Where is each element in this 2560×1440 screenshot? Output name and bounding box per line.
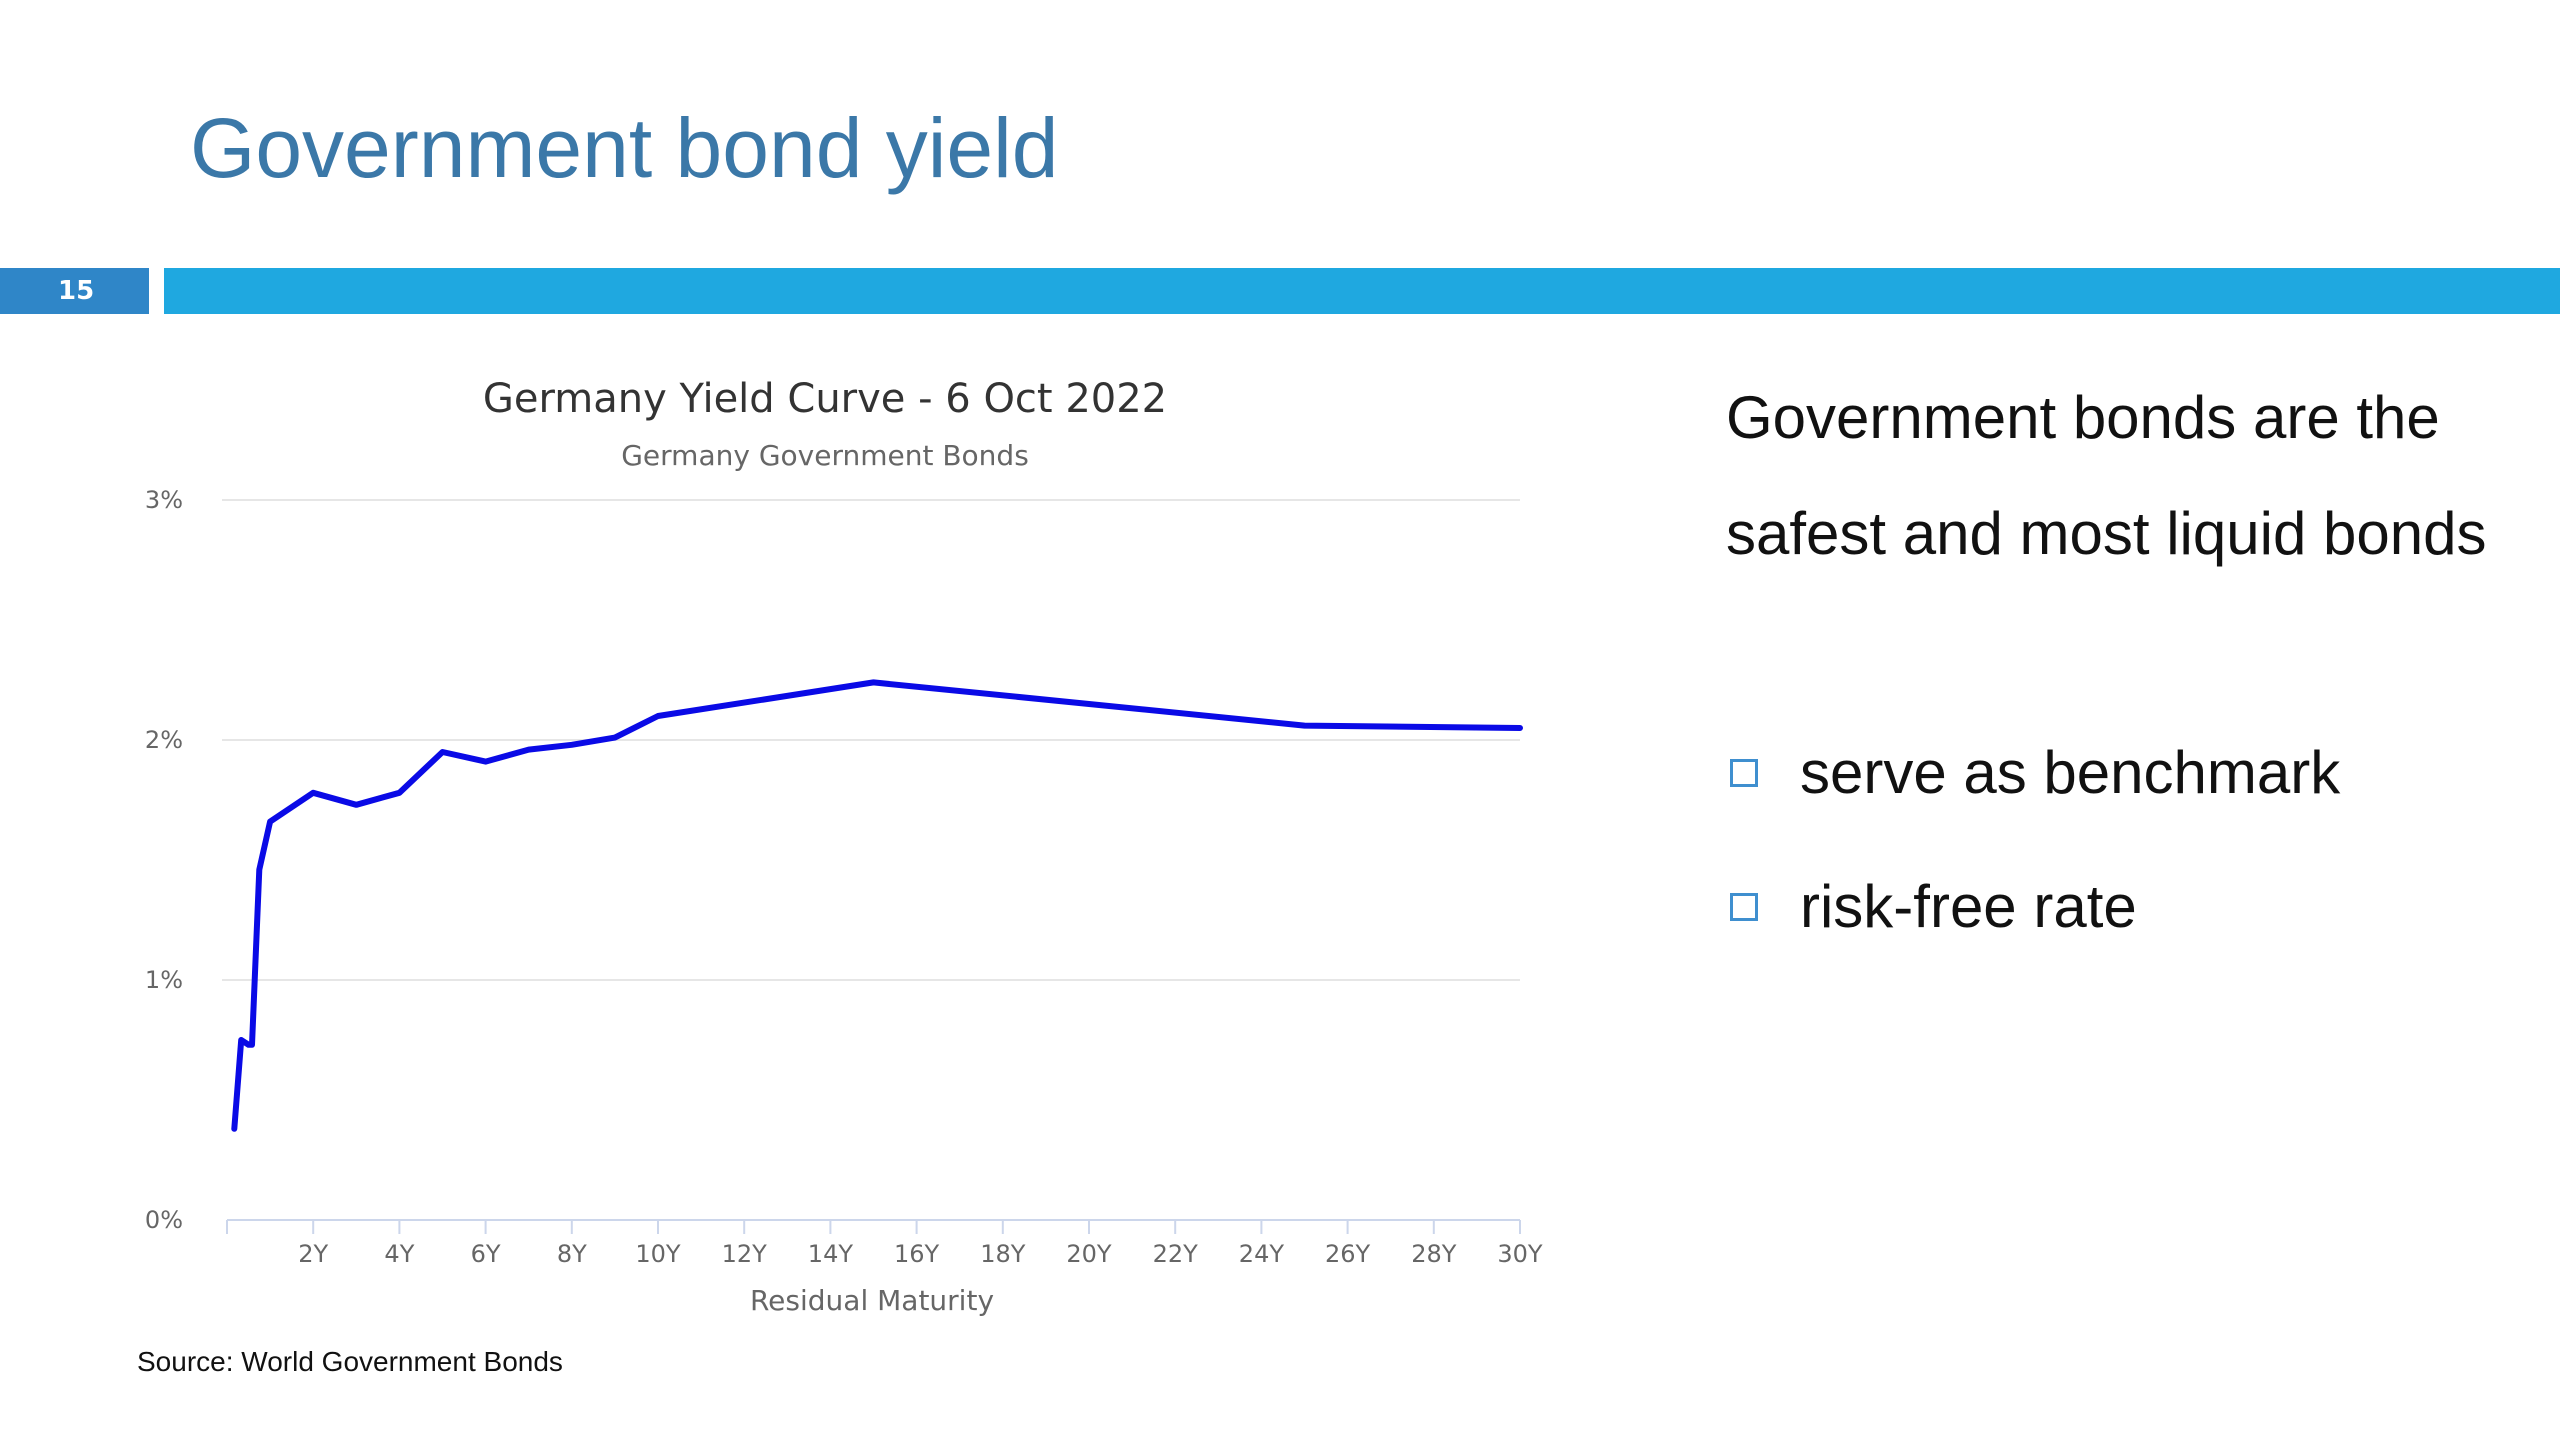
chart-gridlines: [222, 499, 1520, 981]
x-axis-title: Residual Maturity: [750, 1284, 994, 1317]
x-tick-label: 2Y: [298, 1240, 328, 1268]
chart-subtitle: Germany Government Bonds: [621, 439, 1029, 472]
x-tick-label: 12Y: [722, 1240, 768, 1268]
chart-series: [231, 679, 1523, 1132]
x-tick-label: 30Y: [1497, 1240, 1543, 1268]
x-tick-label: 14Y: [808, 1240, 854, 1268]
yield-curve-chart: Germany Yield Curve - 6 Oct 2022 Germany…: [145, 376, 1543, 1317]
bullet-item: risk-free rate: [1726, 872, 2137, 941]
x-axis: 2Y 4Y 6Y 8Y 10Y 12Y 14Y 16Y 18Y 20Y 22Y 24Y 26Y 28Y 30…: [226, 1219, 1543, 1268]
slide-title: Government bond yield: [190, 101, 1059, 195]
y-tick-label: 3%: [145, 486, 183, 514]
chart-title: Germany Yield Curve - 6 Oct 2022: [483, 376, 1167, 422]
x-tick-label: 16Y: [894, 1240, 940, 1268]
x-tick-label: 28Y: [1411, 1240, 1457, 1268]
x-tick-label: 20Y: [1066, 1240, 1112, 1268]
y-tick-label: 2%: [145, 726, 183, 754]
body-text: Government bonds are the safest and most…: [1726, 384, 2487, 567]
slide-number: 15: [58, 276, 95, 306]
bullet-label: serve as benchmark: [1800, 739, 2341, 806]
x-tick-label: 4Y: [384, 1240, 414, 1268]
source-note: Source: World Government Bonds: [137, 1346, 563, 1377]
x-tick-label: 24Y: [1239, 1240, 1285, 1268]
bullet-label: risk-free rate: [1800, 873, 2137, 940]
x-tick-label: 22Y: [1153, 1240, 1199, 1268]
series-line: [231, 679, 1523, 1132]
x-tick-label: 26Y: [1325, 1240, 1371, 1268]
bullet-item: serve as benchmark: [1726, 738, 2340, 807]
x-tick-label: 10Y: [635, 1240, 681, 1268]
x-tick-label: 8Y: [557, 1240, 587, 1268]
x-tick-label: 6Y: [471, 1240, 501, 1268]
y-axis-ticks: 0% 1% 2% 3%: [145, 486, 183, 1234]
y-tick-label: 1%: [145, 966, 183, 994]
y-tick-label: 0%: [145, 1206, 183, 1234]
slide-number-bar: [0, 268, 149, 314]
header-accent-bar: [164, 268, 2560, 314]
bullet-square-icon: [1730, 893, 1758, 922]
bullet-square-icon: [1730, 759, 1758, 788]
x-tick-label: 18Y: [980, 1240, 1026, 1268]
